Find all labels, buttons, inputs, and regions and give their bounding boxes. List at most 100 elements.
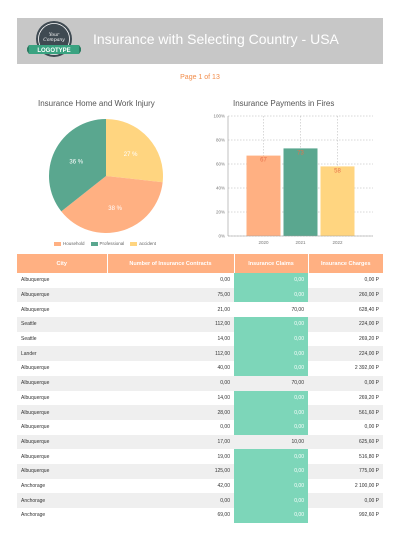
claims-cell: 0,00: [234, 463, 308, 479]
claims-cell: 0,00: [234, 273, 308, 288]
charges-cell: 2 100,00 P: [354, 482, 379, 489]
pie-legend: Household Professional accident: [54, 241, 156, 246]
charges-cell: 0,00 P: [308, 375, 383, 391]
charges-cell: 0,00 P: [308, 493, 383, 508]
claims-cell: 0,00: [234, 317, 308, 332]
column-header-contracts[interactable]: Number of Insurance Contracts: [107, 254, 235, 273]
contracts-cell: 0,00: [220, 277, 230, 284]
legend-item-professional: Professional: [90, 241, 124, 246]
page-indicator: Page 1 of 13: [180, 74, 220, 81]
city-cell: Albuquerque: [21, 394, 50, 401]
claims-cell: 0,00: [234, 419, 308, 435]
claims-cell: 0,00: [234, 361, 308, 376]
city-cell: Albuquerque: [21, 365, 50, 372]
table-row: Anchorage 69,00 0,00 992,60 P: [17, 508, 383, 523]
city-cell: Anchorage: [21, 512, 46, 519]
claims-cell: 0,00: [234, 508, 308, 523]
table-row: Albuquerque 40,00 0,00 2 392,00 P: [17, 361, 383, 376]
x-tick-label: 2022: [332, 240, 343, 245]
table-row: Albuquerque 17,00 10,00 625,60 P: [17, 434, 383, 450]
claims-cell: 0,00: [234, 449, 308, 464]
contracts-cell: 69,00: [217, 512, 230, 519]
contracts-cell: 112,00: [107, 317, 234, 332]
city-cell: Albuquerque: [17, 463, 107, 479]
claims-cell: 70,00: [234, 375, 308, 391]
claims-cell: 70,00: [291, 306, 304, 313]
city-cell: Seattle: [17, 317, 107, 332]
contracts-cell: 40,00: [217, 365, 230, 372]
claims-cell: 10,00: [234, 434, 308, 450]
insurance-table: City Number of Insurance Contracts Insur…: [17, 254, 383, 523]
bar-chart: 0% 20% 40% 60% 80% 100% 67 2020 73 2021 58 2022: [213, 114, 373, 245]
x-tick-label: 2020: [258, 240, 269, 245]
city-cell: Albuquerque: [21, 277, 50, 284]
pie-slice-professional: [49, 119, 106, 212]
logo-text-top: Your: [49, 32, 60, 38]
svg-text:Company: Company: [43, 37, 65, 43]
y-tick-label: 0%: [218, 234, 225, 239]
table-row: Seattle 14,00 0,00 269,20 P: [17, 331, 383, 347]
table-row: Albuquerque 0,00 70,00 0,00 P: [17, 375, 383, 391]
contracts-cell: 42,00: [217, 482, 230, 489]
bar-2020: [246, 155, 281, 236]
contracts-cell: 21,00: [217, 306, 230, 313]
charges-cell: 0,00 P: [364, 277, 379, 284]
contracts-cell: 14,00: [217, 394, 230, 401]
table-row: Anchorage 0,00 0,00 0,00 P: [17, 493, 383, 508]
city-cell: Anchorage: [17, 493, 107, 508]
bar-data-label: 67: [260, 158, 267, 164]
contracts-cell: 0,00: [107, 375, 234, 391]
pie-chart: 27 % 38 % 36 %: [49, 119, 163, 234]
contracts-cell: 17,00: [107, 434, 234, 450]
bar-2021: [283, 148, 318, 236]
contracts-cell: 14,00: [217, 336, 230, 343]
charges-cell: 224,00 P: [308, 317, 383, 332]
table-row: Anchorage 42,00 0,00 2 100,00 P: [17, 478, 383, 494]
table-row: Albuquerque 19,00 0,00 516,80 P: [17, 449, 383, 464]
contracts-cell: 125,00: [107, 463, 234, 479]
bar-2022: [320, 166, 355, 236]
table-row: Lander 112,00 0,00 224,00 P: [17, 346, 383, 362]
table-row: Albuquerque 0,00 0,00 0,00 P: [17, 419, 383, 435]
table-row: Albuquerque 75,00 0,00 260,00 P: [17, 287, 383, 303]
column-header-city[interactable]: City: [17, 254, 108, 273]
city-cell: Albuquerque: [21, 306, 50, 313]
claims-cell: 0,00: [234, 331, 308, 347]
city-cell: Albuquerque: [17, 434, 107, 450]
charges-cell: 269,20 P: [358, 394, 379, 401]
column-header-charges[interactable]: Insurance Charges: [308, 254, 383, 273]
pie-chart-title: Insurance Home and Work Injury: [38, 99, 155, 108]
charges-cell: 516,80 P: [358, 453, 379, 460]
claims-cell: 0,00: [234, 390, 308, 406]
contracts-cell: 0,00: [107, 493, 234, 508]
pie-slice-label: 27 %: [124, 152, 138, 158]
charges-cell: 0,00 P: [364, 424, 379, 431]
table-row: Seattle 112,00 0,00 224,00 P: [17, 317, 383, 332]
city-cell: Albuquerque: [21, 453, 50, 460]
pie-slice-accident: [106, 119, 163, 183]
city-cell: Albuquerque: [17, 405, 107, 420]
city-cell: Lander: [17, 346, 107, 362]
pie-slice-label: 36 %: [69, 160, 83, 166]
y-tick-label: 60%: [216, 162, 225, 167]
table-row: Albuquerque 14,00 0,00 269,20 P: [17, 390, 383, 406]
y-tick-label: 20%: [216, 210, 225, 215]
bar-chart-title: Insurance Payments in Fires: [233, 99, 335, 108]
column-header-claims[interactable]: Insurance Claims: [234, 254, 309, 273]
charges-cell: 561,60 P: [308, 405, 383, 420]
charges-cell: 2 392,00 P: [354, 365, 379, 372]
table-header-row: City Number of Insurance Contracts Insur…: [17, 254, 383, 273]
bar-data-label: 58: [334, 168, 341, 174]
charges-cell: 775,00 P: [308, 463, 383, 479]
bar-data-label: 73: [297, 150, 304, 156]
claims-cell: 0,00: [234, 287, 308, 303]
contracts-cell: 0,00: [220, 424, 230, 431]
table-row: Albuquerque 125,00 0,00 775,00 P: [17, 463, 383, 479]
charges-cell: 269,20 P: [358, 336, 379, 343]
x-tick-label: 2021: [295, 240, 306, 245]
legend-swatch-household: [54, 241, 61, 246]
claims-cell: 0,00: [234, 478, 308, 494]
report-title: Insurance with Selecting Country - USA: [93, 31, 339, 47]
pie-slice-label: 38 %: [108, 206, 122, 212]
charges-cell: 260,00 P: [308, 287, 383, 303]
